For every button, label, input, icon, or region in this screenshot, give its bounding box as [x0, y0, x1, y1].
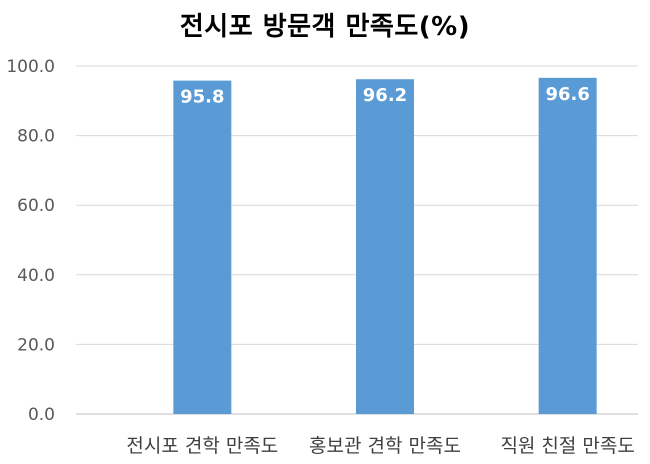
bar	[173, 80, 232, 414]
y-tick-label: 0.0	[28, 405, 55, 425]
y-tick-label: 80.0	[17, 127, 55, 147]
data-labels: 95.8 96.2 96.6	[180, 84, 590, 108]
y-tick-label: 20.0	[17, 335, 55, 355]
x-axis-labels: 전시포 견학 만족도 홍보관 견학 만족도 직원 친절 만족도	[126, 435, 635, 457]
category-label: 홍보관 견학 만족도	[309, 435, 461, 457]
y-tick-label: 100.0	[6, 57, 55, 77]
y-tick-label: 40.0	[17, 266, 55, 286]
bar	[356, 79, 414, 414]
category-label: 전시포 견학 만족도	[126, 435, 278, 457]
bars	[173, 77, 597, 414]
chart-title: 전시포 방문객 만족도(%)	[179, 12, 471, 42]
y-tick-label: 60.0	[17, 196, 55, 216]
data-label: 95.8	[180, 87, 224, 108]
y-axis-ticks: 0.0 20.0 40.0 60.0 80.0 100.0	[6, 57, 55, 425]
data-label: 96.6	[545, 84, 589, 105]
bar	[538, 77, 597, 414]
category-label: 직원 친절 만족도	[500, 435, 634, 457]
data-label: 96.2	[363, 85, 407, 106]
